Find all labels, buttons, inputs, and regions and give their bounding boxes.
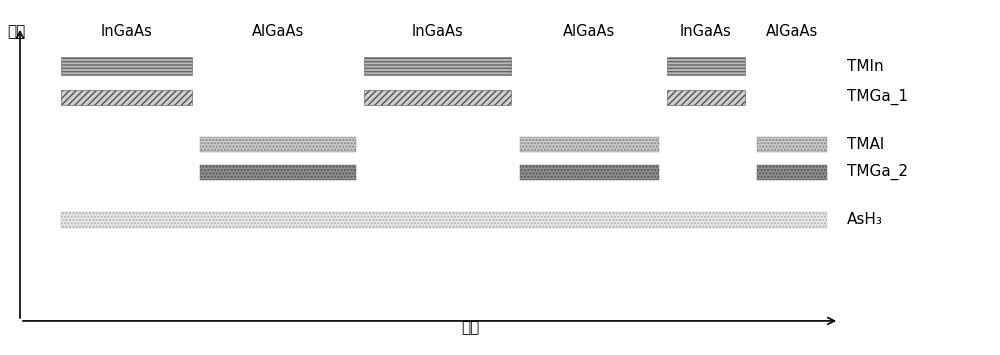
Text: TMGa_2: TMGa_2 [847,164,908,180]
Text: 流量: 流量 [8,24,26,39]
Text: 时间: 时间 [461,321,480,335]
Bar [200,165,356,180]
Bar [61,90,192,104]
Text: AlGaAs: AlGaAs [252,24,304,39]
Bar [667,90,745,104]
Text: InGaAs: InGaAs [412,24,464,39]
Text: AlGaAs: AlGaAs [766,24,818,39]
Bar [200,137,356,152]
Bar [520,165,659,180]
Bar [757,165,827,180]
Text: TMGa_1: TMGa_1 [847,89,908,105]
Text: TMIn: TMIn [847,59,884,74]
Bar [667,57,745,75]
Bar [364,57,511,75]
Text: TMAl: TMAl [847,137,884,152]
Text: AsH₃: AsH₃ [847,212,883,227]
Text: InGaAs: InGaAs [680,24,732,39]
Bar [61,57,192,75]
Text: InGaAs: InGaAs [101,24,152,39]
Bar [520,137,659,152]
Text: AlGaAs: AlGaAs [563,24,615,39]
Bar [757,137,827,152]
Bar [364,90,511,104]
Bar [61,212,827,228]
